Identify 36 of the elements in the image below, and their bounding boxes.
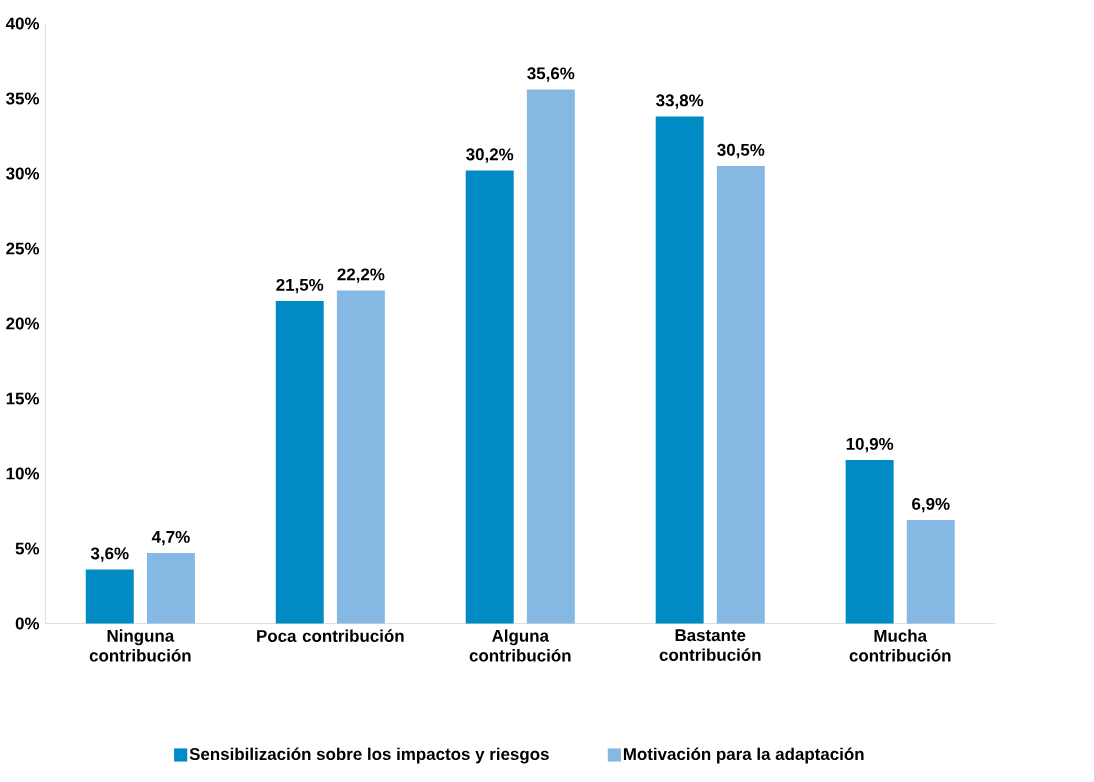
data-label: 22,2% xyxy=(337,268,385,283)
data-label: 4,7% xyxy=(151,530,190,546)
y-tick-label: 5% xyxy=(15,542,40,555)
x-tick-label: Bastante contribución xyxy=(659,629,761,661)
data-label: 10,9% xyxy=(846,437,894,453)
bar xyxy=(906,519,955,624)
bar xyxy=(465,170,514,624)
y-tick-label: 0% xyxy=(15,617,40,630)
bar xyxy=(275,300,324,624)
x-tick-label: Poca contribución xyxy=(257,629,404,642)
bar xyxy=(655,116,704,624)
data-label: 30,2% xyxy=(466,148,514,163)
data-label: 33,8% xyxy=(656,94,704,109)
data-label: 21,5% xyxy=(276,278,324,294)
data-label: 6,9% xyxy=(912,497,950,513)
bar xyxy=(716,165,765,624)
x-tick-label: Ninguna contribución xyxy=(89,629,191,662)
bar xyxy=(146,552,195,624)
bar xyxy=(85,569,134,624)
y-tick-label: 20% xyxy=(6,317,40,330)
y-tick-label: 10% xyxy=(6,467,40,480)
bar xyxy=(526,89,575,624)
data-label: 3,6% xyxy=(90,547,129,562)
x-tick-label: Alguna contribución xyxy=(469,629,571,662)
y-tick-label: 40% xyxy=(5,17,40,30)
data-label: 30,5% xyxy=(717,143,765,159)
bar xyxy=(336,290,385,624)
y-tick-label: 15% xyxy=(6,392,40,405)
y-tick-label: 30% xyxy=(6,167,40,180)
data-label: 35,6% xyxy=(527,67,575,82)
x-tick-label: Mucha contribución xyxy=(849,629,951,662)
bar xyxy=(845,459,894,624)
legend-label: Sensibilización sobre los impactos y riesgos xyxy=(189,747,549,764)
legend-label: Motivación para la adaptación xyxy=(623,747,864,764)
y-tick-label: 35% xyxy=(6,92,40,105)
y-tick-label: 25% xyxy=(6,242,40,255)
